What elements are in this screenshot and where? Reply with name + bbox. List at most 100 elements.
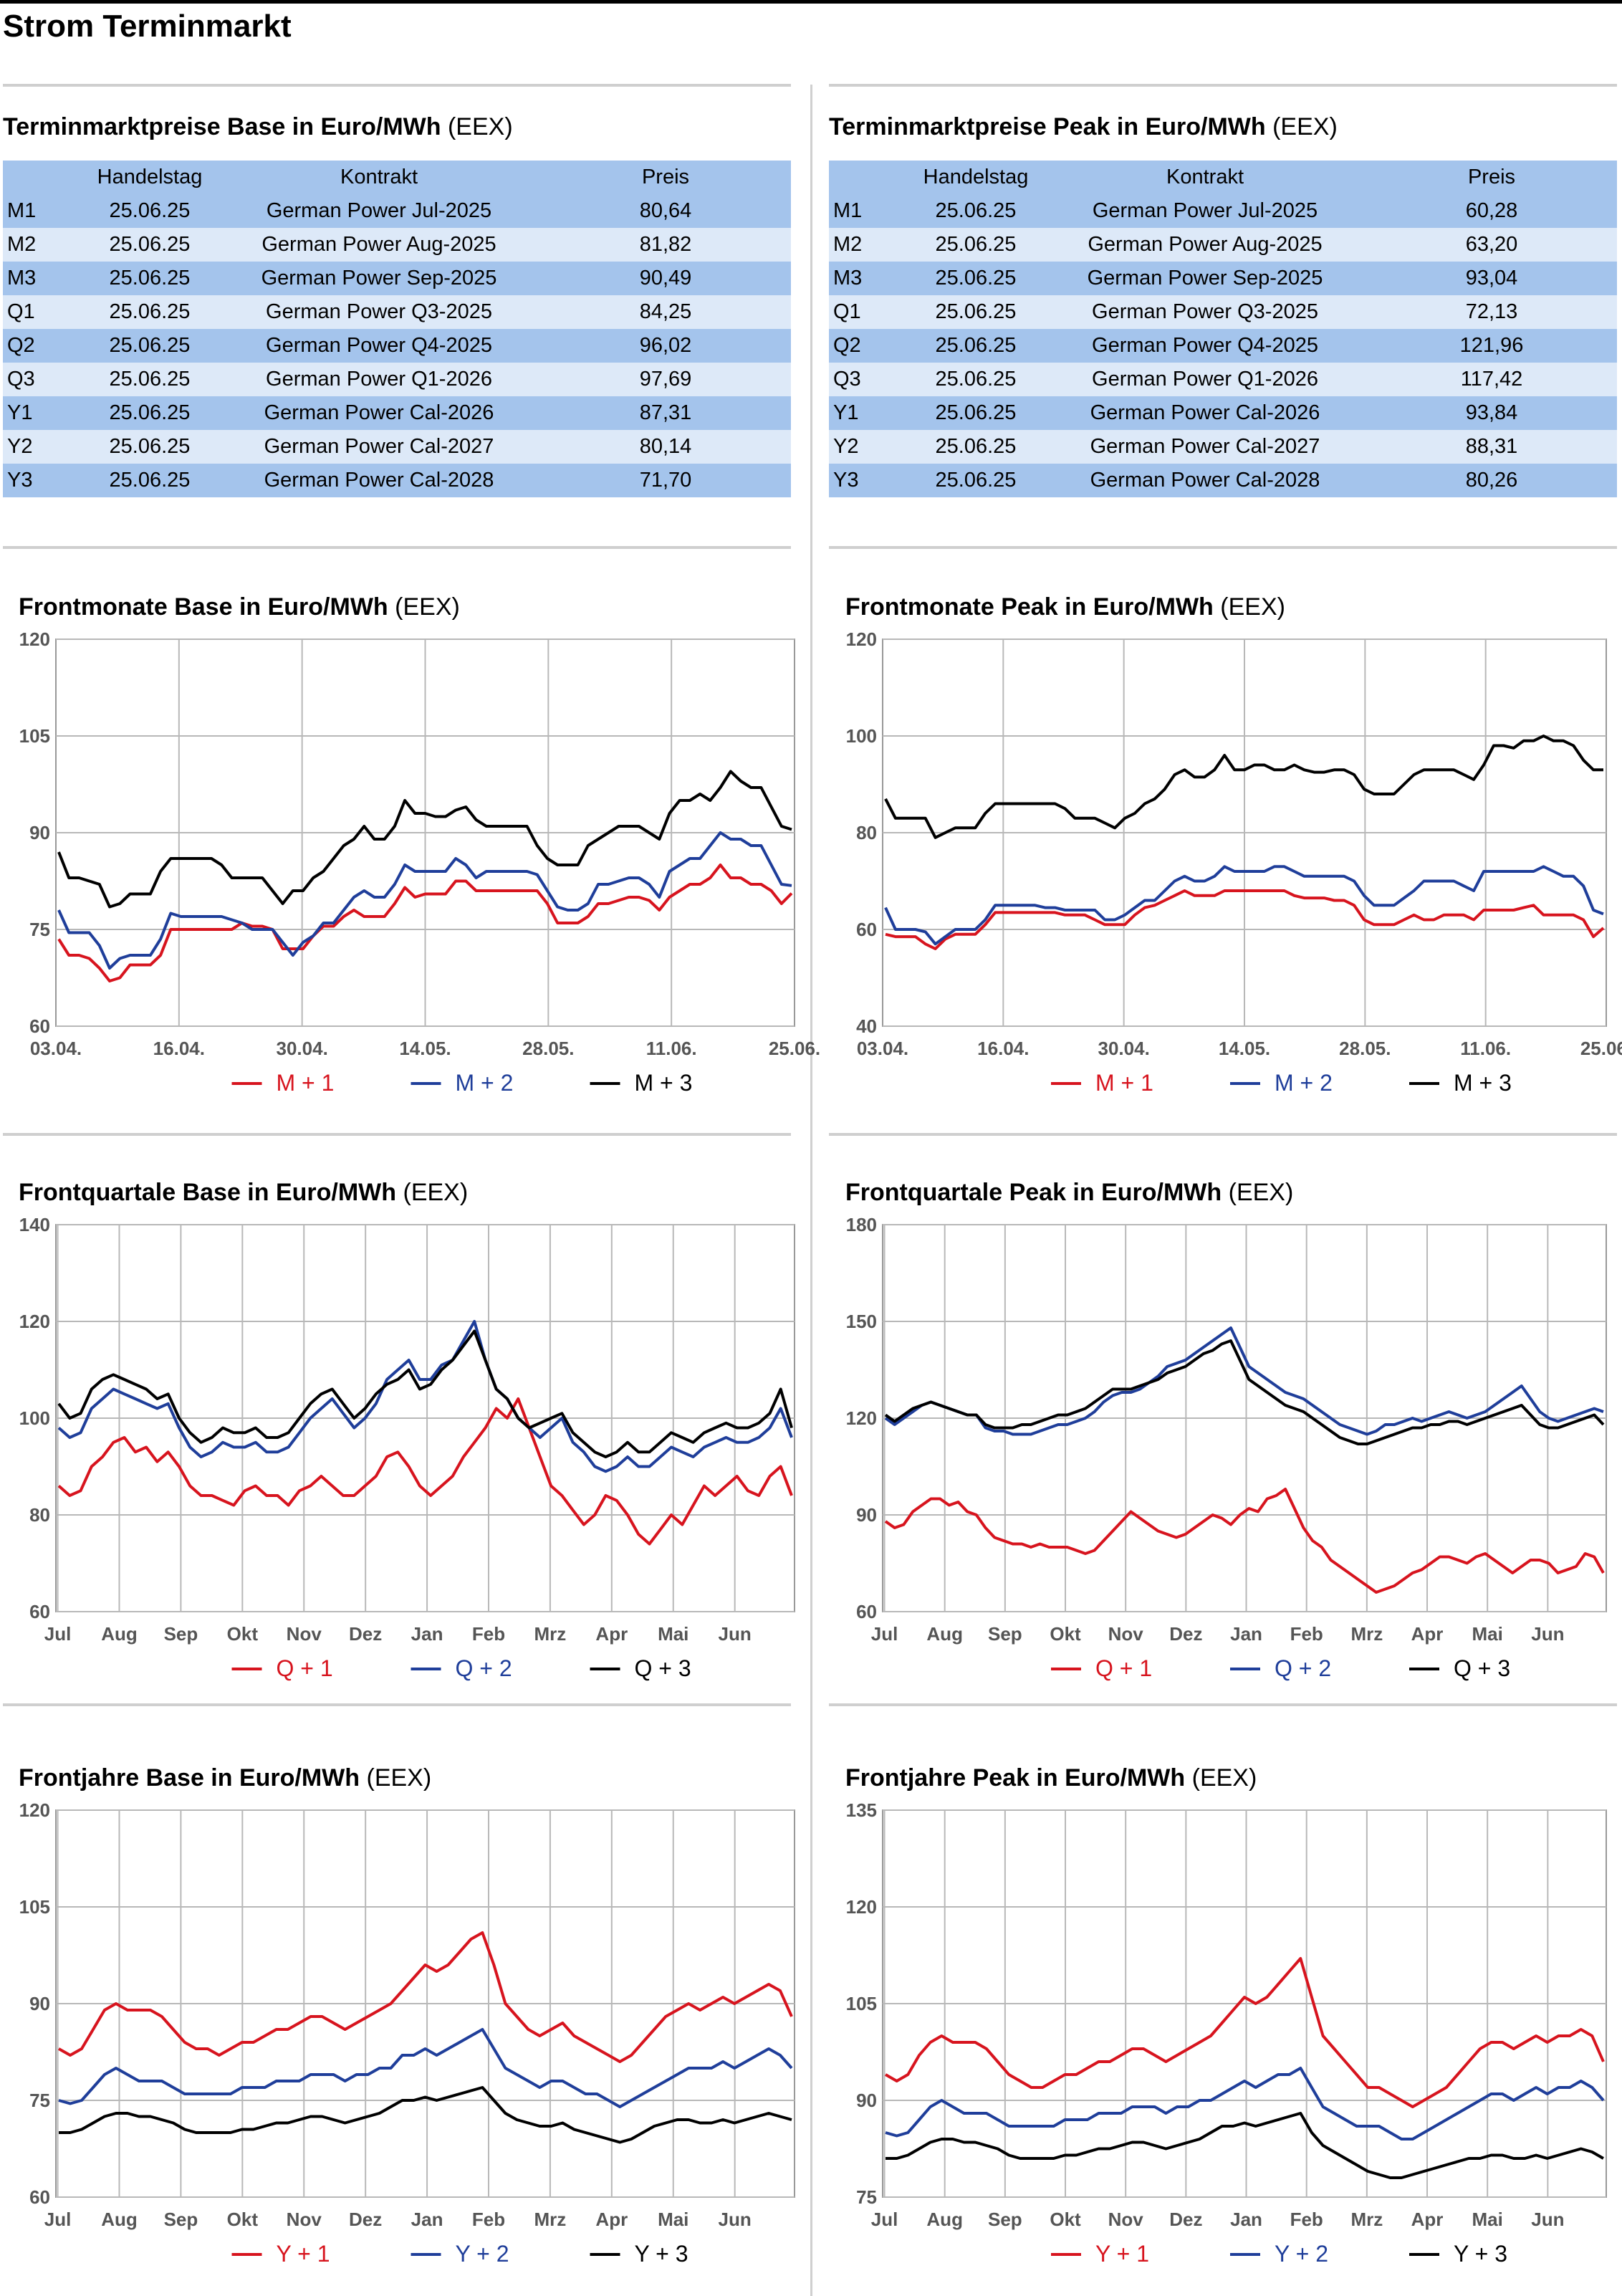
chart-title-main: Frontjahre Peak in Euro/MWh	[845, 1764, 1186, 1792]
contract-name-cell: German Power Q3-2025	[1092, 300, 1318, 323]
column-header: Kontrakt	[1166, 166, 1244, 188]
chart-title-source: (EEX)	[403, 1179, 469, 1206]
chart-title-main: Frontmonate Peak in Euro/MWh	[845, 593, 1214, 621]
chart-title-main: Frontquartale Base in Euro/MWh	[19, 1179, 397, 1206]
y-tick-label: 120	[19, 1799, 50, 1821]
contract-code-cell: Q1	[833, 300, 861, 323]
column-header: Preis	[1467, 166, 1516, 188]
x-tick-label: 16.04.	[977, 1038, 1029, 1059]
x-tick-label: Aug	[101, 2209, 138, 2230]
price-cell: 93,84	[1465, 401, 1518, 424]
x-tick-label: Jun	[1531, 2209, 1564, 2230]
price-cell: 63,20	[1465, 233, 1518, 256]
contract-name-cell: German Power Cal-2028	[1090, 469, 1320, 492]
x-tick-label: 14.05.	[1219, 1038, 1270, 1059]
table-header-row: Handelstag Kontrakt Preis	[829, 161, 1617, 194]
peak-table-title-main: Terminmarktpreise Peak in Euro/MWh	[829, 113, 1266, 140]
x-tick-label: 11.06.	[646, 1038, 697, 1059]
x-tick-label: Dez	[349, 1623, 382, 1645]
legend-label: Y + 3	[635, 2241, 688, 2267]
x-tick-label: Nov	[287, 2209, 322, 2230]
x-tick-label: Jul	[871, 1623, 898, 1645]
contract-code-cell: Q2	[833, 334, 861, 357]
trade-date-cell: 25.06.25	[109, 401, 191, 424]
chart-title: Frontjahre Peak in Euro/MWh (EEX)	[845, 1764, 1257, 1792]
contract-code-cell: Q2	[7, 334, 35, 357]
series-line-q2	[884, 1326, 1604, 1436]
series-line-m1	[885, 889, 1605, 950]
price-cell: 81,82	[639, 233, 692, 256]
contract-code-cell: M3	[7, 267, 37, 290]
trade-date-cell: 25.06.25	[935, 300, 1017, 323]
legend-label: M + 3	[1454, 1070, 1512, 1096]
y-tick-label: 140	[19, 1214, 50, 1235]
contract-name-cell: German Power Q4-2025	[1092, 334, 1318, 357]
series-line-y3	[59, 2086, 792, 2144]
chart-title: Frontquartale Peak in Euro/MWh (EEX)	[845, 1179, 1293, 1207]
price-cell: 72,13	[1465, 300, 1518, 323]
frontquartale-base-chart: 60 80 100 120 140 Jul Aug Sep Okt Nov Dez Jan Feb Mrz…	[19, 1214, 795, 1681]
y-tick-label: 120	[846, 1407, 877, 1429]
legend-label: Q + 2	[1275, 1655, 1331, 1681]
legend-label: M + 2	[456, 1070, 514, 1096]
series-line-q3	[57, 1329, 793, 1458]
column-header	[829, 161, 908, 194]
contract-code-cell: M2	[833, 233, 863, 256]
x-tick-label: Sep	[988, 2209, 1022, 2230]
price-cell: 93,04	[1465, 267, 1518, 290]
x-tick-label: 03.04.	[857, 1038, 908, 1059]
price-cell: 87,31	[639, 401, 692, 424]
base-table-title: Terminmarktpreise Base in Euro/MWh (EEX)	[3, 113, 513, 141]
price-cell: 80,26	[1465, 469, 1518, 492]
y-tick-label: 120	[846, 1896, 877, 1918]
x-tick-label: 25.06.	[769, 1038, 820, 1059]
x-tick-label: Jun	[1531, 1623, 1564, 1645]
legend-label: M + 2	[1275, 1070, 1333, 1096]
x-tick-label: Feb	[472, 2209, 505, 2230]
x-tick-label: Jul	[44, 1623, 72, 1645]
trade-date-cell: 25.06.25	[935, 368, 1017, 391]
x-tick-label: Apr	[1411, 1623, 1444, 1645]
contract-name-cell: German Power Cal-2027	[264, 435, 494, 458]
trade-date-cell: 25.06.25	[109, 334, 191, 357]
y-tick-label: 75	[856, 2186, 877, 2208]
table-row: Y3 25.06.25 German Power Cal-2028 71,70	[3, 464, 791, 497]
trade-date-cell: 25.06.25	[935, 267, 1017, 290]
series-line-y1	[58, 1931, 793, 2063]
section-divider	[3, 546, 791, 549]
x-tick-label: Mai	[1472, 1623, 1503, 1645]
x-tick-label: Nov	[1108, 2209, 1144, 2230]
chart-title-main: Frontjahre Base in Euro/MWh	[19, 1764, 360, 1792]
base-price-table: Handelstag Kontrakt Preis M1 25.06.25 Germ…	[3, 161, 791, 497]
x-tick-label: Okt	[1050, 2209, 1081, 2230]
x-tick-label: Dez	[1169, 1623, 1202, 1645]
y-tick-label: 105	[846, 1993, 877, 2014]
x-tick-label: Okt	[227, 2209, 259, 2230]
contract-name-cell: German Power Cal-2026	[264, 401, 494, 424]
chart-title-source: (EEX)	[1191, 1764, 1257, 1792]
contract-name-cell: German Power Q3-2025	[266, 300, 492, 323]
table-row: Q2 25.06.25 German Power Q4-2025 96,02	[3, 329, 791, 363]
table-row: Q1 25.06.25 German Power Q3-2025 84,25	[3, 295, 791, 329]
x-tick-label: 25.06.	[1580, 1038, 1622, 1059]
table-row: M2 25.06.25 German Power Aug-2025 63,20	[829, 228, 1617, 262]
x-tick-label: Jun	[719, 1623, 752, 1645]
y-tick-label: 100	[19, 1407, 50, 1429]
series-line-y3	[886, 2112, 1604, 2179]
contract-name-cell: German Power Aug-2025	[261, 233, 496, 256]
y-tick-label: 75	[29, 919, 50, 940]
frontmonate-base-chart: 60 75 90 105 120 03.04. 16.04. 30.04. 14.05. 28.0…	[19, 628, 821, 1096]
legend-label: Y + 3	[1454, 2241, 1507, 2267]
x-tick-label: Aug	[101, 1623, 138, 1645]
x-tick-label: Sep	[164, 1623, 198, 1645]
trade-date-cell: 25.06.25	[109, 267, 191, 290]
x-tick-label: 30.04.	[1098, 1038, 1150, 1059]
contract-name-cell: German Power Sep-2025	[1087, 267, 1323, 290]
x-tick-label: Mai	[1472, 2209, 1503, 2230]
legend-label: Y + 2	[1275, 2241, 1328, 2267]
section-divider	[829, 1133, 1617, 1136]
section-divider	[829, 1703, 1617, 1706]
top-rule	[0, 0, 1622, 4]
price-cell: 121,96	[1459, 334, 1524, 357]
base-table-title-source: (EEX)	[447, 113, 513, 140]
